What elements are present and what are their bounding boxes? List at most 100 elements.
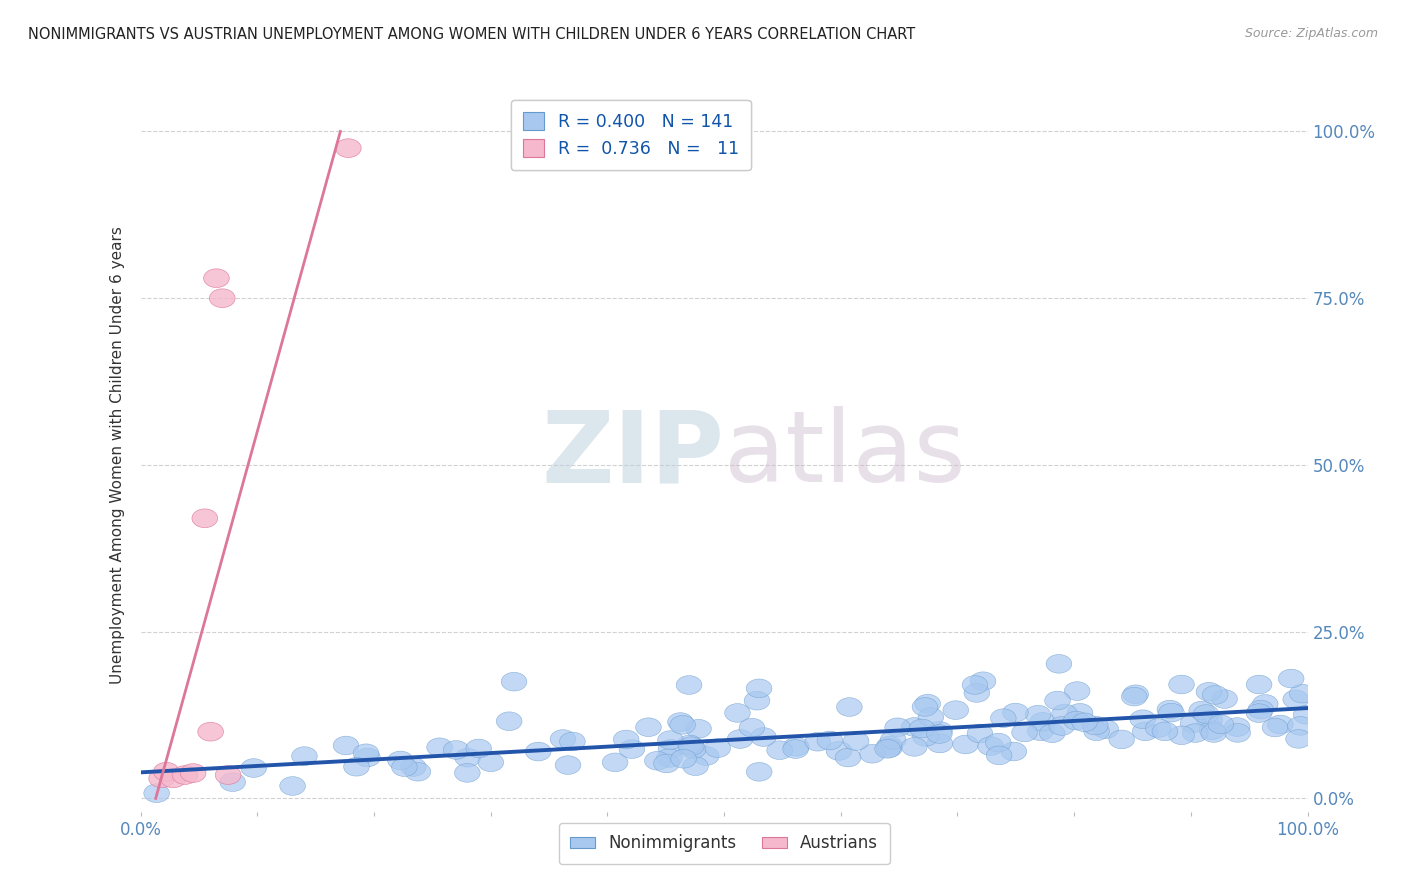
Ellipse shape xyxy=(678,737,704,756)
Ellipse shape xyxy=(1049,716,1074,735)
Ellipse shape xyxy=(727,730,754,748)
Ellipse shape xyxy=(953,735,979,754)
Ellipse shape xyxy=(443,740,470,759)
Ellipse shape xyxy=(668,713,693,731)
Ellipse shape xyxy=(478,753,503,772)
Ellipse shape xyxy=(280,777,305,796)
Ellipse shape xyxy=(658,739,683,758)
Ellipse shape xyxy=(240,759,267,777)
Ellipse shape xyxy=(1180,714,1206,732)
Ellipse shape xyxy=(1152,723,1178,740)
Ellipse shape xyxy=(658,731,683,749)
Ellipse shape xyxy=(172,765,198,784)
Ellipse shape xyxy=(1246,704,1272,723)
Ellipse shape xyxy=(927,722,952,740)
Ellipse shape xyxy=(1197,711,1222,730)
Ellipse shape xyxy=(1002,703,1028,722)
Ellipse shape xyxy=(619,739,645,758)
Ellipse shape xyxy=(877,739,903,757)
Ellipse shape xyxy=(353,744,378,763)
Ellipse shape xyxy=(1289,684,1315,703)
Ellipse shape xyxy=(877,736,903,755)
Ellipse shape xyxy=(1168,726,1195,745)
Ellipse shape xyxy=(654,754,679,772)
Ellipse shape xyxy=(1189,701,1215,720)
Ellipse shape xyxy=(1263,718,1288,737)
Ellipse shape xyxy=(1225,718,1250,737)
Ellipse shape xyxy=(1246,675,1272,694)
Ellipse shape xyxy=(918,707,943,726)
Ellipse shape xyxy=(835,748,860,767)
Ellipse shape xyxy=(1208,715,1233,733)
Ellipse shape xyxy=(915,694,941,713)
Ellipse shape xyxy=(1092,720,1119,739)
Ellipse shape xyxy=(1278,669,1303,688)
Ellipse shape xyxy=(1071,713,1097,731)
Ellipse shape xyxy=(676,675,702,694)
Ellipse shape xyxy=(1046,655,1071,673)
Ellipse shape xyxy=(333,736,359,755)
Ellipse shape xyxy=(555,756,581,774)
Ellipse shape xyxy=(405,763,430,781)
Ellipse shape xyxy=(1249,700,1274,719)
Ellipse shape xyxy=(560,732,585,751)
Ellipse shape xyxy=(215,765,240,784)
Ellipse shape xyxy=(427,738,453,756)
Ellipse shape xyxy=(1253,695,1278,714)
Ellipse shape xyxy=(970,672,995,690)
Ellipse shape xyxy=(1225,723,1250,742)
Ellipse shape xyxy=(613,731,638,748)
Ellipse shape xyxy=(1267,715,1294,734)
Ellipse shape xyxy=(1122,687,1147,706)
Ellipse shape xyxy=(153,763,179,781)
Ellipse shape xyxy=(884,718,911,737)
Ellipse shape xyxy=(747,679,772,698)
Ellipse shape xyxy=(193,509,218,527)
Ellipse shape xyxy=(927,724,952,743)
Ellipse shape xyxy=(1194,705,1219,723)
Ellipse shape xyxy=(496,712,522,731)
Ellipse shape xyxy=(602,753,628,772)
Ellipse shape xyxy=(683,756,709,775)
Ellipse shape xyxy=(1168,675,1194,694)
Ellipse shape xyxy=(454,764,481,782)
Ellipse shape xyxy=(204,268,229,287)
Ellipse shape xyxy=(704,739,731,757)
Ellipse shape xyxy=(1012,723,1038,742)
Ellipse shape xyxy=(343,757,370,776)
Ellipse shape xyxy=(1132,722,1159,740)
Ellipse shape xyxy=(401,757,426,776)
Ellipse shape xyxy=(806,732,831,751)
Ellipse shape xyxy=(392,758,418,776)
Ellipse shape xyxy=(526,742,551,761)
Ellipse shape xyxy=(1182,723,1208,742)
Ellipse shape xyxy=(198,723,224,741)
Ellipse shape xyxy=(1001,742,1026,761)
Ellipse shape xyxy=(686,720,711,738)
Ellipse shape xyxy=(724,704,751,723)
Ellipse shape xyxy=(1025,706,1050,724)
Ellipse shape xyxy=(1083,716,1108,735)
Legend: Nonimmigrants, Austrians: Nonimmigrants, Austrians xyxy=(558,822,890,864)
Ellipse shape xyxy=(1063,711,1090,730)
Ellipse shape xyxy=(180,764,205,782)
Ellipse shape xyxy=(901,718,927,736)
Ellipse shape xyxy=(501,673,527,691)
Ellipse shape xyxy=(901,738,927,756)
Ellipse shape xyxy=(912,698,938,716)
Ellipse shape xyxy=(681,740,706,758)
Ellipse shape xyxy=(967,724,993,743)
Ellipse shape xyxy=(1109,730,1135,748)
Ellipse shape xyxy=(1039,724,1066,742)
Ellipse shape xyxy=(751,728,776,747)
Ellipse shape xyxy=(962,675,988,694)
Text: NONIMMIGRANTS VS AUSTRIAN UNEMPLOYMENT AMONG WOMEN WITH CHILDREN UNDER 6 YEARS C: NONIMMIGRANTS VS AUSTRIAN UNEMPLOYMENT A… xyxy=(28,27,915,42)
Ellipse shape xyxy=(1159,703,1184,722)
Ellipse shape xyxy=(977,737,1004,756)
Ellipse shape xyxy=(965,683,990,702)
Ellipse shape xyxy=(657,748,682,767)
Ellipse shape xyxy=(388,751,413,770)
Ellipse shape xyxy=(291,747,318,765)
Text: ZIP: ZIP xyxy=(541,407,724,503)
Ellipse shape xyxy=(550,730,576,748)
